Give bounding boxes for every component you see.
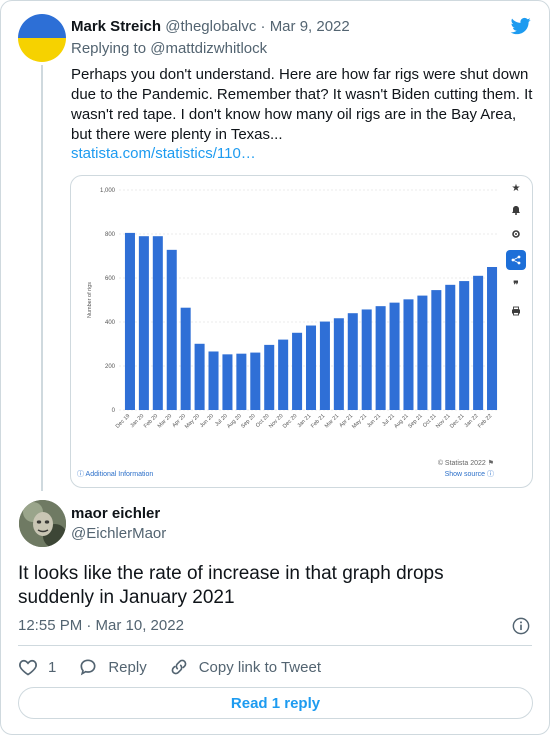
x-tick-label: Dec 20 xyxy=(282,413,299,430)
bar[interactable] xyxy=(222,354,233,410)
bar[interactable] xyxy=(361,309,372,410)
y-tick-label: 600 xyxy=(105,276,116,282)
like-count: 1 xyxy=(48,658,57,676)
x-tick-label: Nov 21 xyxy=(435,413,452,430)
chart-image[interactable]: 1,000 800 600 400 200 0 Number of rigs Dec 19 Ja… xyxy=(70,175,533,488)
x-tick-label: Jun 21 xyxy=(366,413,382,429)
parent-avatar[interactable] xyxy=(18,14,66,62)
chart-credit: © Statista 2022 ⚑ xyxy=(437,460,494,467)
separator-dot: · xyxy=(260,18,266,35)
additional-information-link[interactable]: ⓘ Additional Information xyxy=(77,471,154,478)
info-icon[interactable] xyxy=(512,617,530,635)
action-bar: 1 Reply Copy link to Tweet xyxy=(18,656,343,678)
bar[interactable] xyxy=(333,318,344,410)
x-tick-label: May 21 xyxy=(351,413,368,430)
link-icon xyxy=(171,659,187,675)
reply-bubble-icon xyxy=(80,659,96,676)
bell-icon[interactable] xyxy=(506,200,526,220)
replying-prefix: Replying to xyxy=(71,40,147,57)
bar[interactable] xyxy=(445,284,456,410)
bar[interactable] xyxy=(138,236,149,410)
bar[interactable] xyxy=(375,306,386,410)
copy-link-button[interactable]: Copy link to Tweet xyxy=(169,657,321,677)
parent-tweet-text: Perhaps you don't understand. Here are h… xyxy=(71,66,533,143)
x-tick-label: Feb 22 xyxy=(477,413,493,429)
x-tick-label: Dec 19 xyxy=(115,413,132,430)
reply-timestamp[interactable]: 12:55 PM · Mar 10, 2022 xyxy=(18,617,184,634)
bar[interactable] xyxy=(431,290,442,410)
reply-author-handle[interactable]: @EichlerMaor xyxy=(71,525,167,542)
y-tick-label: 800 xyxy=(105,232,116,238)
x-tick-label: Mar 20 xyxy=(157,413,173,429)
bar[interactable] xyxy=(417,295,428,410)
bar[interactable] xyxy=(403,299,414,410)
y-tick-label: 400 xyxy=(105,320,116,326)
x-tick-label: Feb 20 xyxy=(143,413,159,429)
parent-author-name[interactable]: Mark Streich xyxy=(71,18,162,35)
parent-date[interactable]: Mar 9, 2022 xyxy=(269,18,350,35)
reply-avatar[interactable] xyxy=(19,500,66,547)
bar[interactable] xyxy=(292,332,303,410)
bar[interactable] xyxy=(347,313,358,410)
bar[interactable] xyxy=(180,307,191,410)
x-tick-label: Jun 20 xyxy=(199,413,215,429)
twitter-bird-icon[interactable] xyxy=(509,16,533,36)
reply-button[interactable]: Reply xyxy=(78,657,147,677)
x-tick-label: Sep 21 xyxy=(407,413,424,430)
x-tick-label: Feb 21 xyxy=(310,413,326,429)
like-button[interactable]: 1 xyxy=(18,657,56,677)
bar[interactable] xyxy=(208,351,219,410)
bar[interactable] xyxy=(124,232,135,410)
parent-author-handle[interactable]: @theglobalvc xyxy=(165,18,257,35)
reply-tweet-text: It looks like the rate of increase in th… xyxy=(18,563,444,608)
chart-sidebar: ★ ❞ xyxy=(500,176,532,487)
reply-label: Reply xyxy=(108,658,147,676)
y-tick-label: 0 xyxy=(112,408,116,414)
print-icon[interactable] xyxy=(506,301,526,321)
y-tick-label: 200 xyxy=(105,364,116,370)
x-tick-label: May 20 xyxy=(184,413,201,430)
replying-handle[interactable]: @mattdizwhitlock xyxy=(150,40,268,57)
x-tick-label: Mar 21 xyxy=(324,413,340,429)
x-tick-label: Dec 21 xyxy=(449,413,466,430)
x-tick-label: Aug 20 xyxy=(226,413,243,430)
show-source-link[interactable]: Show source ⓘ xyxy=(444,471,494,478)
bar[interactable] xyxy=(166,249,177,410)
y-tick-label: 1,000 xyxy=(100,188,116,194)
gear-icon[interactable] xyxy=(506,224,526,244)
parent-header: Mark Streich @theglobalvc · Mar 9, 2022 xyxy=(71,17,350,37)
bar[interactable] xyxy=(152,236,163,410)
bar[interactable] xyxy=(236,353,247,410)
y-axis-label: Number of rigs xyxy=(87,282,93,318)
x-tick-label: Aug 21 xyxy=(393,413,410,430)
bar[interactable] xyxy=(487,267,498,410)
read-replies-button[interactable]: Read 1 reply xyxy=(18,687,533,719)
star-icon[interactable]: ★ xyxy=(511,182,521,194)
bar[interactable] xyxy=(250,352,261,410)
copy-link-label: Copy link to Tweet xyxy=(198,658,321,676)
bar[interactable] xyxy=(194,343,205,410)
thread-line xyxy=(41,65,43,491)
divider xyxy=(18,645,532,646)
bar[interactable] xyxy=(389,302,400,410)
reply-avatar-image xyxy=(19,500,66,547)
replying-to: Replying to @mattdizwhitlock xyxy=(71,39,267,59)
bar[interactable] xyxy=(319,321,330,410)
reply-author-name[interactable]: maor eichler xyxy=(71,505,161,522)
bar[interactable] xyxy=(278,339,289,410)
heart-icon xyxy=(19,659,37,676)
bar[interactable] xyxy=(473,275,484,410)
parent-tweet-link[interactable]: statista.com/statistics/110… xyxy=(71,145,256,162)
x-tick-label: Nov 20 xyxy=(268,413,285,430)
bar[interactable] xyxy=(264,344,275,410)
bar[interactable] xyxy=(459,281,470,410)
x-tick-label: Sep 20 xyxy=(240,413,257,430)
share-icon[interactable] xyxy=(506,250,526,270)
bar[interactable] xyxy=(305,325,317,410)
quote-icon[interactable]: ❞ xyxy=(513,279,519,291)
